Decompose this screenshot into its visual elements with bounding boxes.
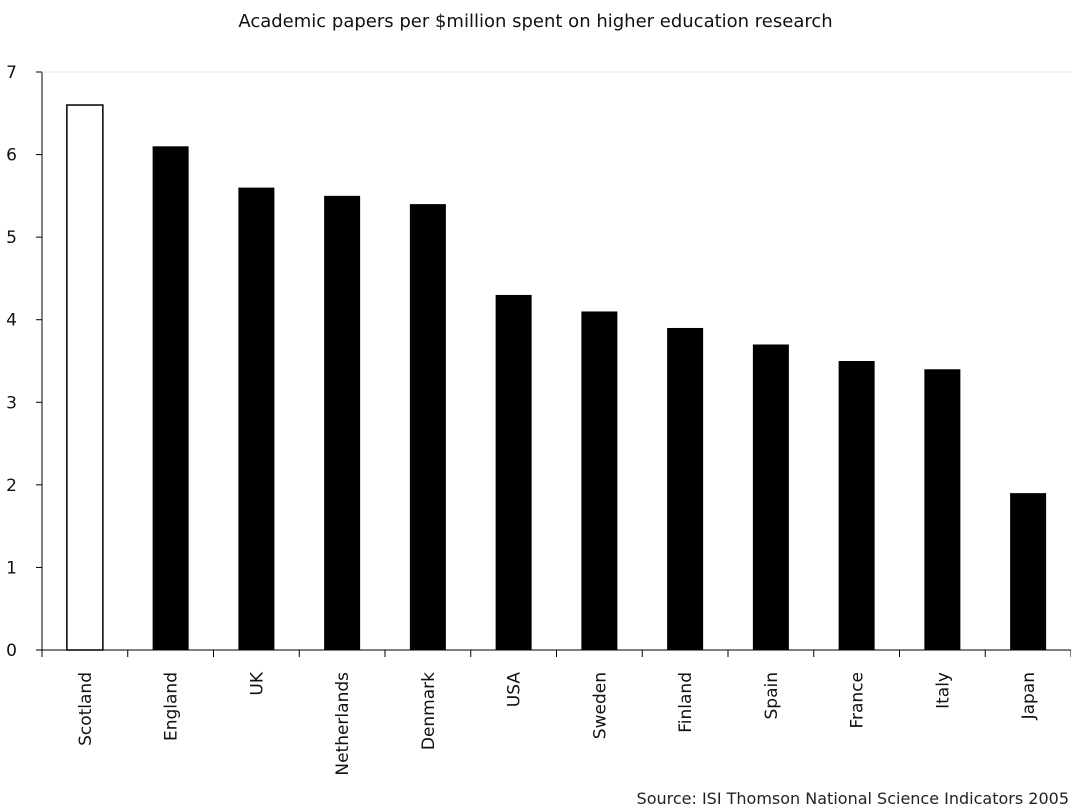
bar-japan	[1010, 493, 1047, 650]
y-tick-label: 3	[6, 393, 17, 413]
bar-england	[152, 146, 189, 651]
y-tick-label: 1	[6, 558, 17, 578]
category-label-scotland: Scotland	[76, 672, 96, 746]
bar-spain	[752, 344, 789, 650]
bar-usa	[495, 294, 532, 650]
bar-finland	[667, 327, 704, 650]
category-label-italy: Italy	[933, 672, 953, 709]
bar-france	[838, 361, 875, 650]
bars	[66, 104, 1047, 651]
category-label-denmark: Denmark	[419, 672, 439, 750]
y-tick-label: 2	[6, 476, 17, 496]
category-label-spain: Spain	[762, 672, 782, 720]
category-label-england: England	[162, 672, 182, 741]
x-axis: Scotland England UK Netherlands Denmark USA Sw…	[41, 649, 1071, 776]
category-label-usa: USA	[505, 672, 525, 708]
y-tick-label: 5	[6, 228, 17, 248]
bar-denmark	[409, 204, 446, 650]
bar-italy	[924, 369, 961, 650]
category-label-sweden: Sweden	[590, 672, 610, 739]
category-label-france: France	[848, 672, 868, 729]
y-tick-label: 0	[6, 641, 17, 661]
y-axis: 0 1 2 3 4 5 6 7	[6, 63, 1071, 661]
y-tick-label: 4	[6, 311, 17, 331]
bar-netherlands	[324, 195, 361, 650]
category-label-japan: Japan	[1019, 672, 1039, 720]
source-note: Source: ISI Thomson National Science Ind…	[636, 789, 1069, 808]
bar-sweden	[581, 311, 618, 650]
y-tick-label: 7	[6, 63, 17, 83]
bar-uk	[238, 187, 275, 650]
y-tick-label: 6	[6, 146, 17, 166]
category-label-finland: Finland	[676, 672, 696, 733]
bar-scotland	[66, 104, 104, 651]
category-label-uk: UK	[247, 671, 267, 695]
category-label-netherlands: Netherlands	[333, 672, 353, 776]
chart-title: Academic papers per $million spent on hi…	[238, 11, 833, 32]
